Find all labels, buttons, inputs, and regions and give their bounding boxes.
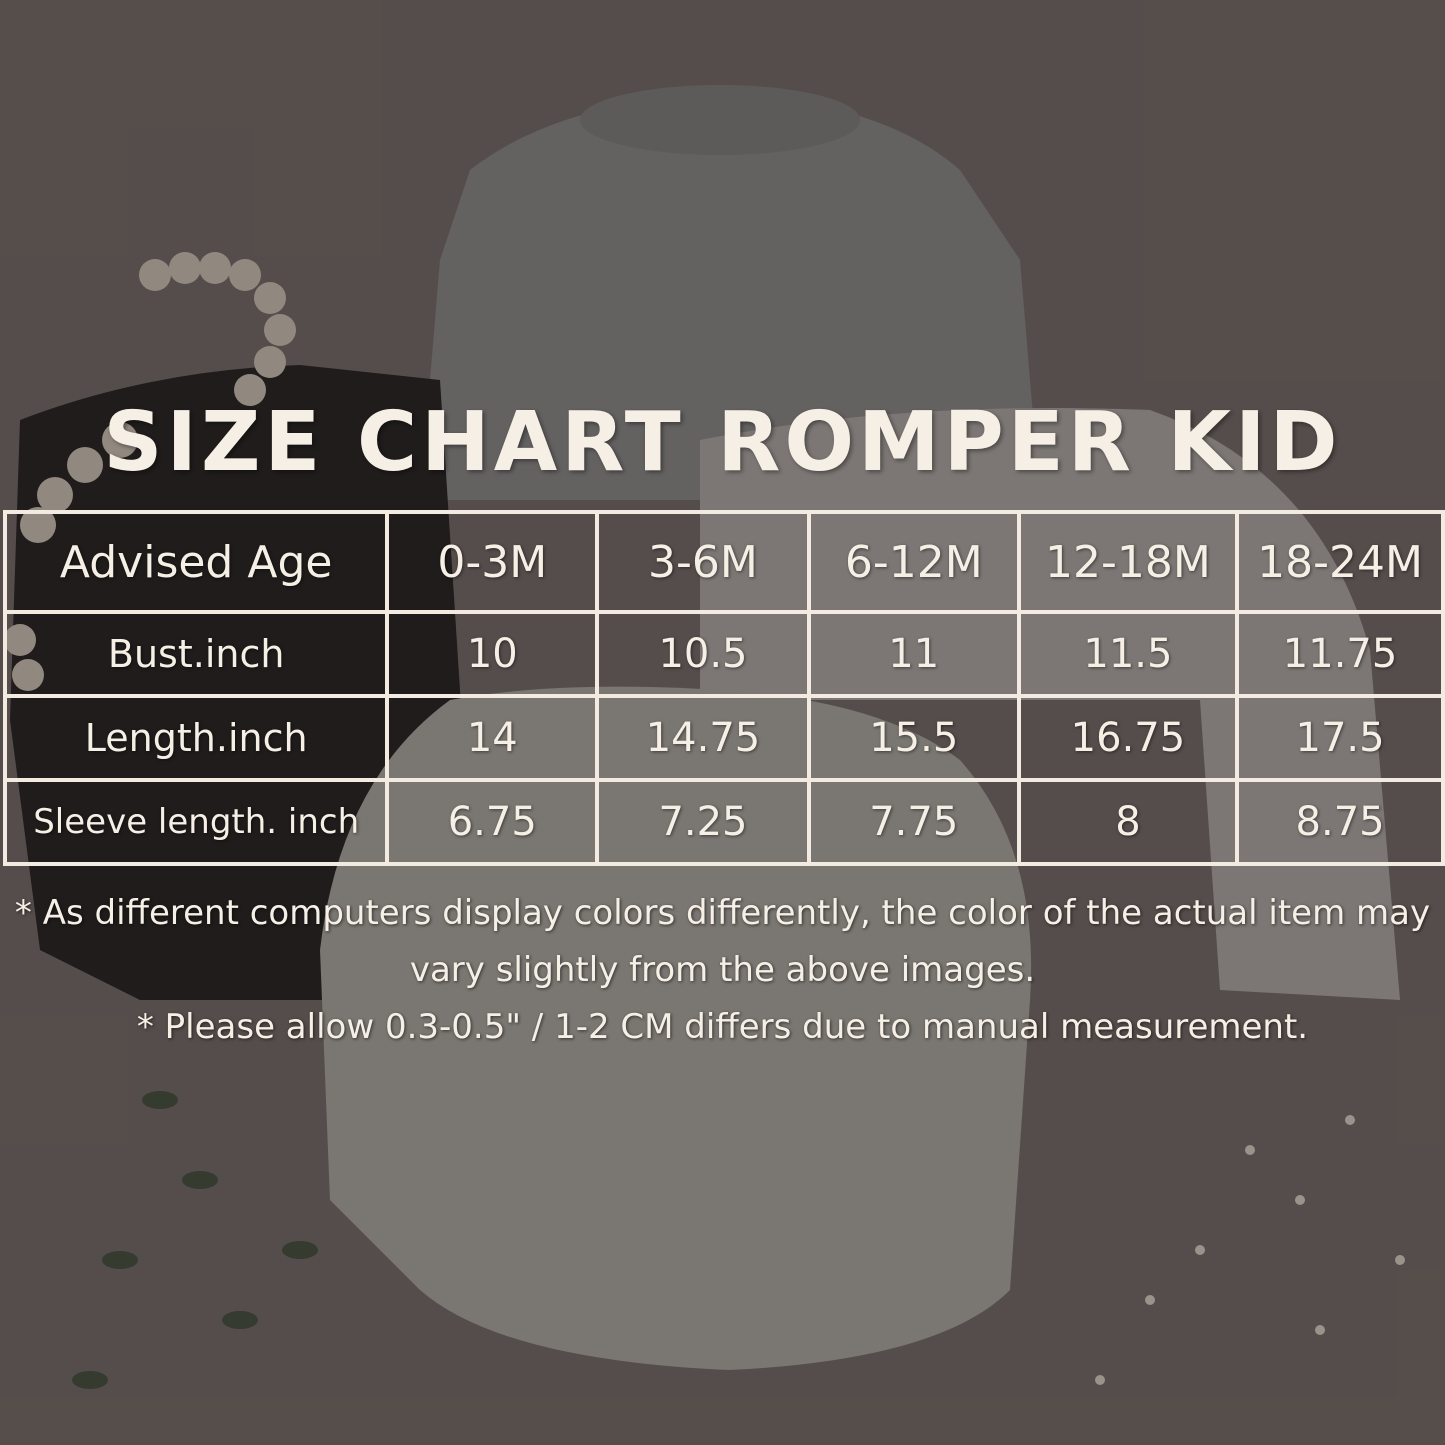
table-cell: 14 (385, 694, 600, 782)
size-table: Advised Age 0-3M 3-6M 6-12M 12-18M 18-24M Bust… (2, 510, 1445, 866)
table-cell: 8 (1016, 778, 1240, 866)
table-cell: 11.75 (1235, 610, 1445, 698)
table-cell: 18-24M (1235, 510, 1445, 614)
table-cell: 7.75 (806, 778, 1021, 866)
table-cell: 12-18M (1016, 510, 1240, 614)
table-cell: 10 (385, 610, 600, 698)
note: * Please allow 0.3-0.5" / 1-2 CM differs… (136, 1007, 1309, 1047)
title: SIZE CHART ROMPER KID (103, 395, 1342, 490)
table-cell: 14.75 (595, 694, 811, 782)
table-row: Bust.inch 10 10.5 11 11.5 11.75 (2, 610, 1445, 698)
table-cell: 16.75 (1016, 694, 1240, 782)
table-row: Sleeve length. inch 6.75 7.25 7.75 8 8.75 (2, 778, 1445, 866)
row-label: Length.inch (2, 694, 390, 782)
table-cell: 7.25 (595, 778, 811, 866)
table-cell: 11 (806, 610, 1021, 698)
table-cell: 10.5 (595, 610, 811, 698)
notes: * As different computers display colors … (10, 885, 1435, 1056)
table-cell: 15.5 (806, 694, 1021, 782)
table-cell: 6-12M (806, 510, 1021, 614)
table-cell: 3-6M (595, 510, 811, 614)
row-label: Bust.inch (2, 610, 390, 698)
table-row: Advised Age 0-3M 3-6M 6-12M 12-18M 18-24M (2, 510, 1445, 614)
table-cell: 11.5 (1016, 610, 1240, 698)
table-cell: 8.75 (1235, 778, 1445, 866)
table-cell: 0-3M (385, 510, 600, 614)
row-label: Advised Age (2, 510, 390, 614)
table-cell: 6.75 (385, 778, 600, 866)
table-cell: 17.5 (1235, 694, 1445, 782)
note: * As different computers display colors … (14, 893, 1431, 990)
table-row: Length.inch 14 14.75 15.5 16.75 17.5 (2, 694, 1445, 782)
row-label: Sleeve length. inch (2, 778, 390, 866)
